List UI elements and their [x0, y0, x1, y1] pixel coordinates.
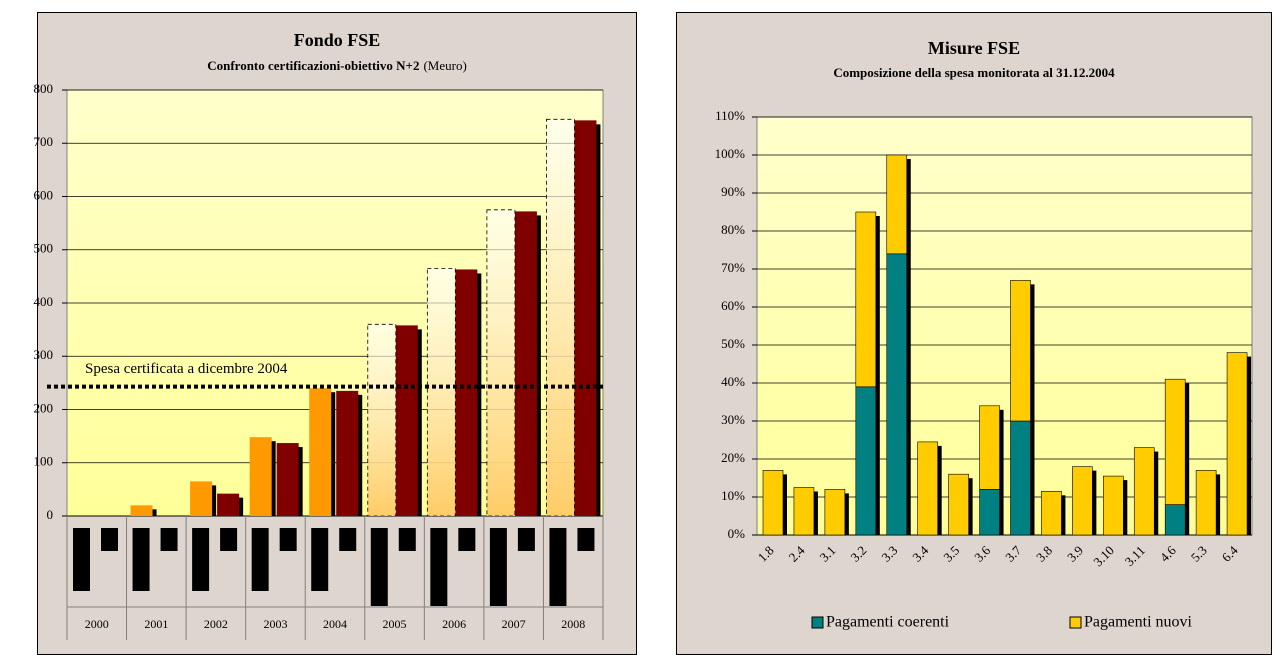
bar — [455, 269, 478, 516]
table-block — [311, 528, 329, 591]
x-tick-label: 2004 — [323, 617, 347, 631]
unit-label: (Meuro) — [423, 58, 466, 73]
y-tick-label: 90% — [721, 184, 745, 199]
bar-segment — [1133, 447, 1155, 536]
bar-segment — [1010, 420, 1031, 536]
subtitle-text: Confronto certificazioni-obiettivo N+2 — [207, 58, 419, 73]
y-tick-label: 500 — [34, 241, 54, 256]
bar-segment — [1010, 280, 1031, 422]
bar-segment — [1164, 504, 1186, 536]
y-tick-label: 10% — [721, 488, 745, 503]
bar-segment — [1072, 466, 1093, 536]
table-block — [132, 528, 150, 591]
y-tick-label: 800 — [34, 81, 54, 96]
table-block — [517, 528, 535, 551]
y-tick-label: 0 — [47, 507, 54, 522]
y-tick-label: 50% — [721, 336, 745, 351]
bar — [309, 388, 332, 516]
y-tick-label: 40% — [721, 374, 745, 389]
legend-label: Pagamenti nuovi — [1084, 614, 1193, 631]
bar-segment — [762, 470, 784, 536]
bar-segment — [855, 386, 877, 536]
x-tick-label: 2007 — [502, 617, 526, 631]
y-tick-label: 80% — [721, 222, 745, 237]
y-tick-label: 200 — [34, 400, 54, 415]
y-tick-label: 100 — [34, 454, 54, 469]
bar-segment — [1041, 490, 1062, 536]
bar-segment — [855, 211, 877, 388]
table-block — [577, 528, 595, 551]
table-block — [279, 528, 297, 551]
table-block — [398, 528, 416, 551]
legend-label: Pagamenti coerenti — [826, 614, 950, 631]
bar-segment — [1226, 352, 1248, 536]
bar — [395, 325, 418, 516]
bar — [574, 120, 597, 516]
y-tick-label: 70% — [721, 260, 745, 275]
y-tick-label: 600 — [34, 187, 54, 202]
table-block — [489, 528, 507, 606]
legend-swatch — [1069, 616, 1082, 629]
annotation: Spesa certificata a dicembre 2004 — [85, 361, 288, 377]
bar-segment — [1164, 378, 1186, 505]
bar — [217, 493, 240, 516]
table-block — [192, 528, 210, 591]
x-tick-label: 2005 — [383, 617, 407, 631]
x-tick-label: 2008 — [561, 617, 585, 631]
x-tick-label: 2000 — [85, 617, 109, 631]
table-block — [458, 528, 476, 551]
table-block — [430, 528, 448, 606]
x-tick-label: 2003 — [263, 617, 287, 631]
y-tick-label: 30% — [721, 412, 745, 427]
bar — [249, 437, 272, 516]
table-block — [220, 528, 238, 551]
subtitle-text: Composizione della spesa monitorata al 3… — [833, 65, 1115, 80]
table-block — [549, 528, 567, 606]
y-tick-label: 100% — [715, 146, 746, 161]
bar-segment — [979, 405, 1000, 490]
table-block — [339, 528, 357, 551]
y-tick-label: 300 — [34, 347, 54, 362]
bar-segment — [979, 489, 1000, 536]
y-tick-label: 700 — [34, 134, 54, 149]
x-tick-label: 2006 — [442, 617, 466, 631]
x-tick-label: 2001 — [144, 617, 168, 631]
bar — [130, 505, 153, 516]
bar-segment — [1103, 475, 1124, 536]
bar-segment — [886, 253, 908, 536]
y-tick-label: 0% — [728, 526, 746, 541]
table-block — [101, 528, 118, 551]
projected-bar — [486, 209, 516, 517]
table-block — [251, 528, 269, 591]
bar-segment — [824, 489, 846, 536]
bar-segment — [886, 154, 908, 255]
bar-segment — [793, 487, 815, 536]
chart-title: Fondo FSE — [294, 30, 381, 50]
chart-subtitle: Composizione della spesa monitorata al 3… — [833, 65, 1115, 80]
chart-title: Misure FSE — [928, 38, 1020, 58]
x-tick-label: 2002 — [204, 617, 228, 631]
projected-bar — [546, 118, 575, 517]
bar — [336, 390, 359, 516]
bar-segment — [1195, 470, 1217, 536]
y-tick-label: 20% — [721, 450, 745, 465]
bar-segment — [948, 473, 969, 536]
bar — [190, 481, 213, 516]
bar-segment — [917, 441, 938, 536]
legend-swatch — [811, 616, 824, 629]
bar — [514, 211, 537, 516]
bar — [276, 443, 299, 516]
y-tick-label: 110% — [715, 108, 745, 123]
chart-subtitle: Confronto certificazioni-obiettivo N+2 (M… — [207, 58, 467, 73]
y-tick-label: 400 — [34, 294, 54, 309]
y-tick-label: 60% — [721, 298, 745, 313]
projected-bar — [426, 267, 456, 517]
projected-bar — [367, 323, 397, 517]
table-block — [73, 528, 90, 591]
table-block — [160, 528, 178, 551]
table-block — [370, 528, 388, 606]
